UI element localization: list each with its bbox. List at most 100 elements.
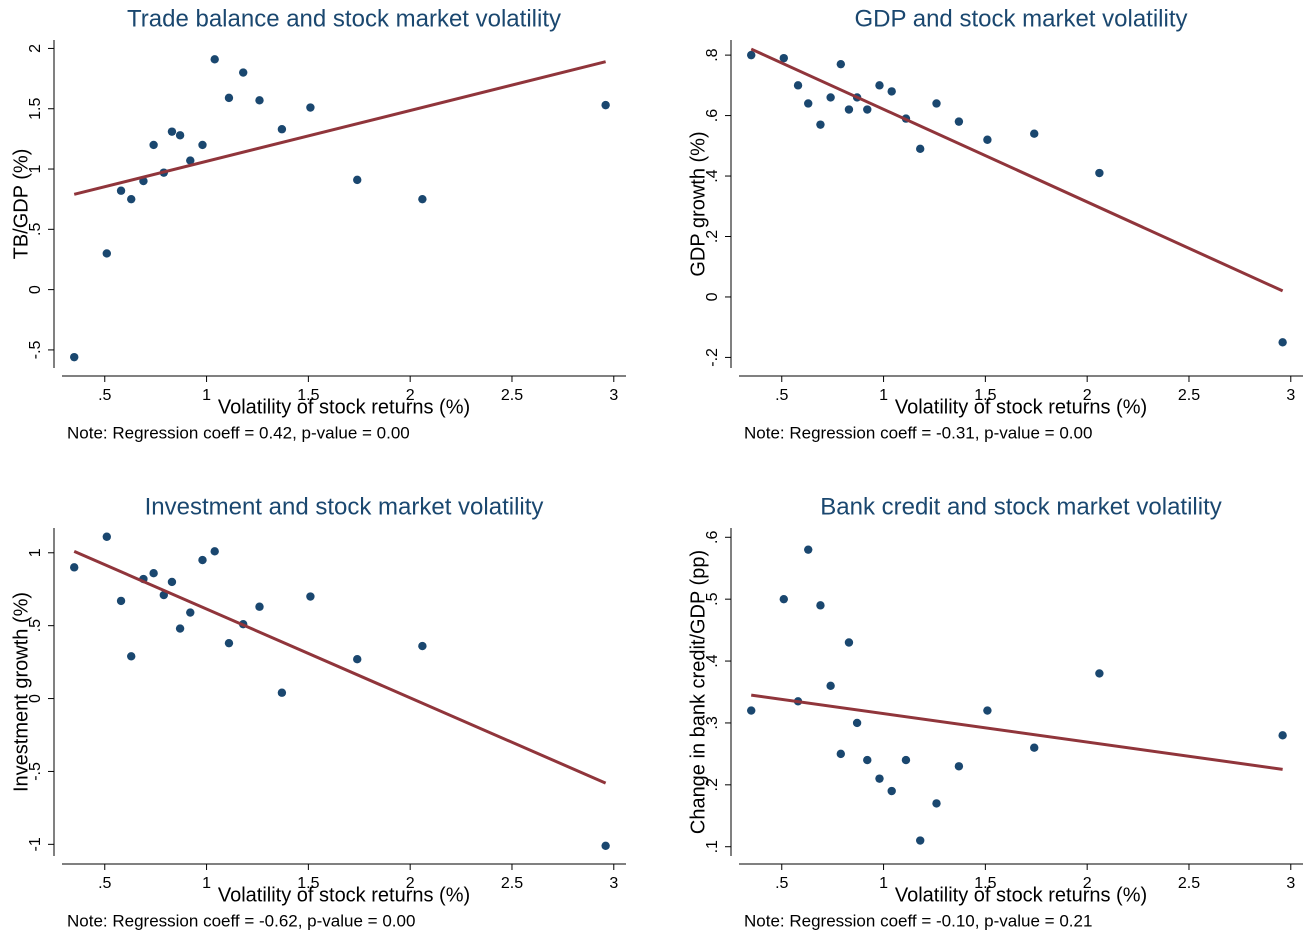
point bbox=[1278, 731, 1287, 740]
y-tick-label: -.2 bbox=[704, 348, 721, 367]
point bbox=[70, 563, 79, 572]
point bbox=[836, 749, 846, 759]
x-tick-label: .5 bbox=[775, 387, 788, 404]
x-tick-label: 2.5 bbox=[1178, 387, 1200, 404]
point bbox=[198, 140, 207, 150]
point bbox=[127, 652, 136, 661]
y-tick-label: .3 bbox=[704, 716, 721, 729]
point bbox=[175, 624, 185, 633]
point bbox=[210, 547, 219, 556]
y-tick-label: 2 bbox=[27, 44, 44, 53]
x-tick-label: .5 bbox=[98, 875, 111, 892]
x-tick-label: 1.5 bbox=[974, 387, 996, 404]
point bbox=[210, 55, 219, 64]
point bbox=[277, 688, 287, 697]
point bbox=[954, 762, 964, 771]
point bbox=[954, 117, 964, 126]
x-tick-label: .5 bbox=[98, 387, 111, 404]
point bbox=[224, 93, 234, 103]
point bbox=[167, 577, 177, 587]
x-tick-label: 2 bbox=[406, 875, 415, 892]
point bbox=[844, 105, 854, 114]
y-axis-title: Change in bank credit/GDP (pp) bbox=[687, 550, 709, 834]
x-axis-title: Volatility of stock returns (%) bbox=[895, 884, 1147, 906]
x-axis-title: Volatility of stock returns (%) bbox=[218, 396, 470, 418]
point bbox=[793, 81, 803, 90]
x-tick-label: 2 bbox=[1083, 875, 1092, 892]
point bbox=[353, 175, 362, 185]
point bbox=[353, 655, 362, 664]
point bbox=[826, 681, 835, 691]
x-tick-label: 1 bbox=[202, 875, 211, 892]
point bbox=[826, 93, 835, 102]
point bbox=[887, 786, 896, 796]
x-tick-label: 2 bbox=[1083, 387, 1092, 404]
point bbox=[239, 68, 248, 77]
point bbox=[175, 131, 185, 140]
y-tick-label: .4 bbox=[704, 654, 721, 667]
point bbox=[116, 186, 126, 195]
x-tick-label: 1.5 bbox=[297, 875, 319, 892]
y-tick-label: -.5 bbox=[27, 762, 44, 781]
point bbox=[601, 100, 610, 110]
point bbox=[306, 592, 315, 601]
point bbox=[1278, 338, 1287, 347]
y-axis-title: Investment growth (%) bbox=[10, 592, 32, 792]
x-tick-label: 3 bbox=[1286, 875, 1295, 892]
point bbox=[747, 50, 756, 60]
point bbox=[1095, 168, 1104, 178]
x-tick-label: 3 bbox=[1286, 387, 1295, 404]
point bbox=[863, 105, 872, 114]
chart-title: Trade balance and stock market volatilit… bbox=[127, 5, 561, 32]
y-tick-label: .1 bbox=[704, 840, 721, 853]
point bbox=[836, 59, 846, 69]
x-axis-title: Volatility of stock returns (%) bbox=[895, 396, 1147, 418]
x-tick-label: 1.5 bbox=[974, 875, 996, 892]
point bbox=[601, 841, 610, 850]
y-tick-label: 1.5 bbox=[27, 98, 44, 120]
point bbox=[983, 706, 992, 715]
y-tick-label: .8 bbox=[704, 48, 721, 61]
x-tick-label: 2 bbox=[406, 387, 415, 404]
point bbox=[149, 568, 158, 578]
point bbox=[932, 799, 941, 808]
y-tick-label: 1 bbox=[27, 548, 44, 557]
point bbox=[418, 641, 427, 651]
y-tick-label: -1 bbox=[27, 837, 44, 851]
point bbox=[916, 144, 925, 154]
point bbox=[887, 87, 896, 96]
point bbox=[1030, 743, 1039, 752]
x-tick-label: 2.5 bbox=[1178, 875, 1200, 892]
x-tick-label: 2.5 bbox=[501, 387, 523, 404]
x-tick-label: .5 bbox=[775, 875, 788, 892]
point bbox=[224, 638, 234, 648]
y-tick-label: .6 bbox=[704, 531, 721, 544]
fit-line bbox=[750, 47, 1284, 293]
point bbox=[149, 140, 158, 150]
x-tick-label: 1 bbox=[202, 387, 211, 404]
x-tick-label: 2.5 bbox=[501, 875, 523, 892]
point bbox=[255, 602, 264, 611]
point bbox=[816, 120, 825, 129]
x-tick-label: 3 bbox=[609, 387, 618, 404]
y-tick-label: .5 bbox=[704, 592, 721, 605]
note: Note: Regression coeff = 0.42, p-value =… bbox=[67, 423, 410, 442]
point bbox=[102, 249, 111, 258]
point bbox=[198, 555, 207, 565]
point bbox=[159, 590, 169, 600]
y-tick-label: .2 bbox=[704, 230, 721, 243]
y-tick-label: .6 bbox=[704, 109, 721, 122]
y-axis-title: TB/GDP (%) bbox=[10, 149, 32, 260]
point bbox=[875, 774, 884, 783]
point bbox=[901, 755, 911, 765]
y-tick-label: -.5 bbox=[27, 340, 44, 359]
note: Note: Regression coeff = -0.31, p-value … bbox=[744, 423, 1092, 442]
y-tick-label: 0 bbox=[704, 292, 721, 301]
x-tick-label: 1 bbox=[879, 875, 888, 892]
point bbox=[816, 601, 825, 610]
point bbox=[747, 706, 756, 715]
point bbox=[306, 103, 315, 112]
y-tick-label: .2 bbox=[704, 778, 721, 791]
point bbox=[418, 194, 427, 204]
